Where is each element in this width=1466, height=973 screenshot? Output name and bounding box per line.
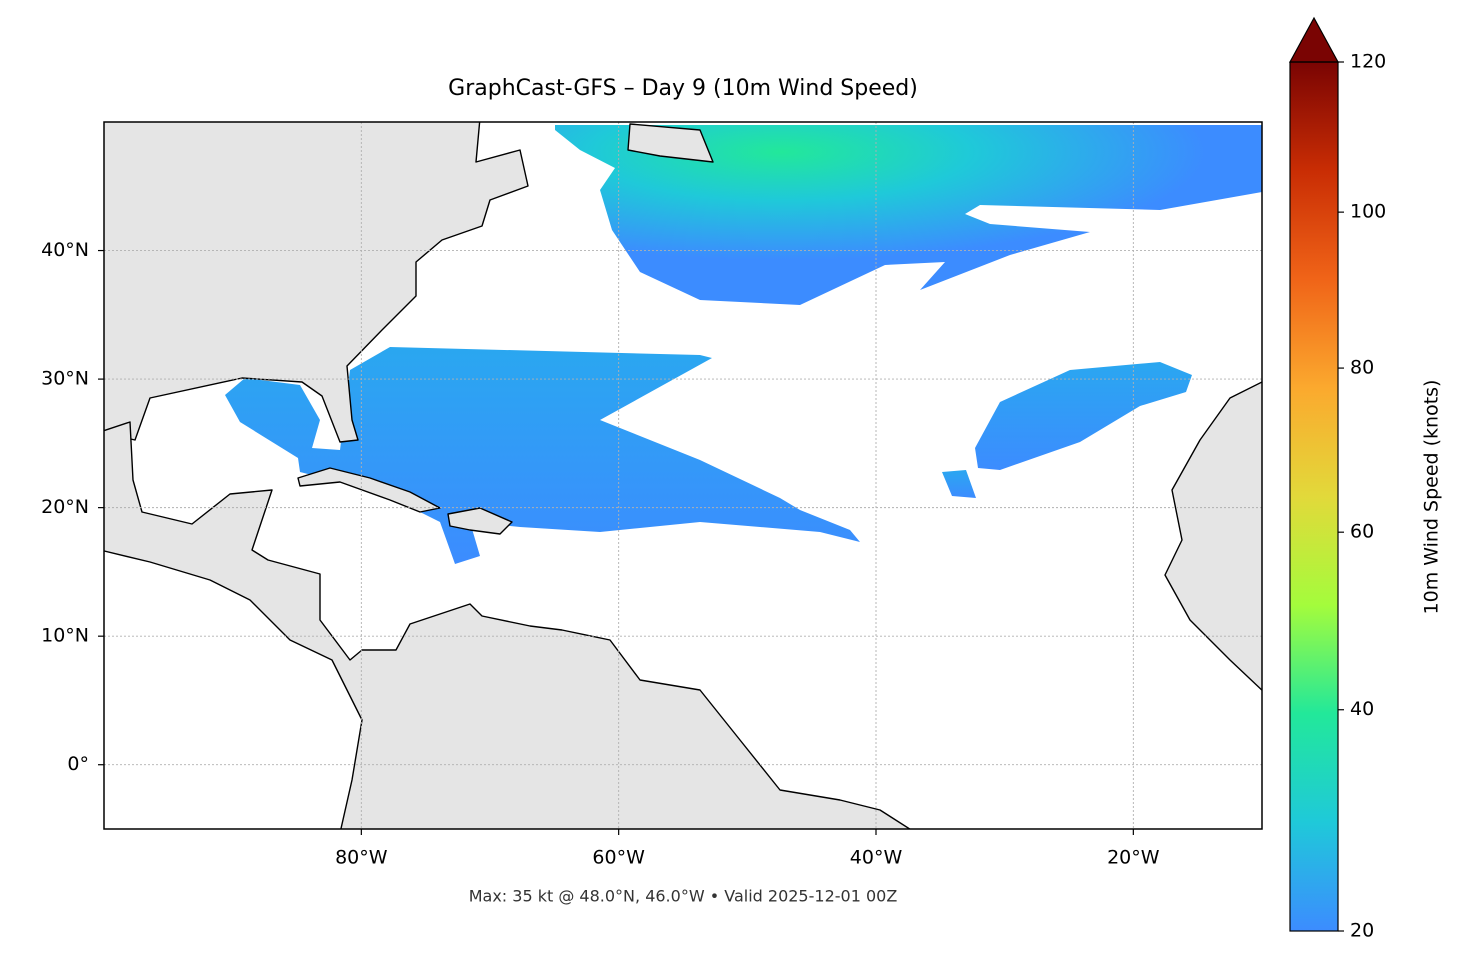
colorbar-tick-label: 80 bbox=[1350, 357, 1374, 379]
y-tick-label: 20°N bbox=[41, 496, 89, 518]
north-america bbox=[104, 122, 529, 443]
colorbar: 20 40 60 80 100 120 bbox=[1288, 16, 1386, 942]
graticule bbox=[104, 122, 1262, 829]
colorbar-frame bbox=[1289, 61, 1339, 932]
colorbar-tick-label: 20 bbox=[1350, 920, 1374, 942]
colorbar-tick-label: 100 bbox=[1350, 201, 1386, 223]
x-tick-label: 20°W bbox=[1107, 847, 1160, 869]
map-title: GraphCast-GFS – Day 9 (10m Wind Speed) bbox=[448, 76, 918, 101]
africa bbox=[1164, 381, 1262, 692]
y-tick-label: 0° bbox=[67, 753, 89, 775]
colorbar-tick-label: 120 bbox=[1350, 51, 1386, 73]
colorbar-gradient bbox=[1290, 62, 1338, 931]
colorbar-label: 10m Wind Speed (knots) bbox=[1421, 380, 1443, 615]
colorbar-tick-label: 40 bbox=[1350, 698, 1374, 720]
newfoundland bbox=[627, 123, 714, 163]
map-frame bbox=[103, 121, 1263, 830]
wind-field bbox=[225, 347, 860, 564]
colorbar-extension bbox=[1288, 16, 1340, 63]
colorbar-tick-label: 60 bbox=[1350, 521, 1374, 543]
wind-field bbox=[975, 362, 1192, 470]
x-tick-label: 60°W bbox=[592, 847, 645, 869]
wind-field bbox=[942, 470, 976, 498]
x-tick-label: 80°W bbox=[335, 847, 388, 869]
map-area bbox=[104, 122, 1262, 829]
annotation: Max: 35 kt @ 48.0°N, 46.0°W • Valid 2025… bbox=[469, 887, 898, 906]
y-tick-label: 10°N bbox=[41, 625, 89, 647]
x-tick-label: 40°W bbox=[850, 847, 903, 869]
central-south-america bbox=[104, 421, 912, 829]
y-tick-label: 40°N bbox=[41, 239, 89, 261]
y-tick-label: 30°N bbox=[41, 368, 89, 390]
cuba bbox=[297, 467, 441, 513]
wind-field bbox=[555, 125, 1262, 305]
axes: 80°W 60°W 40°W 20°W 0° 10°N 20°N 30°N 40°N bbox=[41, 239, 1160, 868]
